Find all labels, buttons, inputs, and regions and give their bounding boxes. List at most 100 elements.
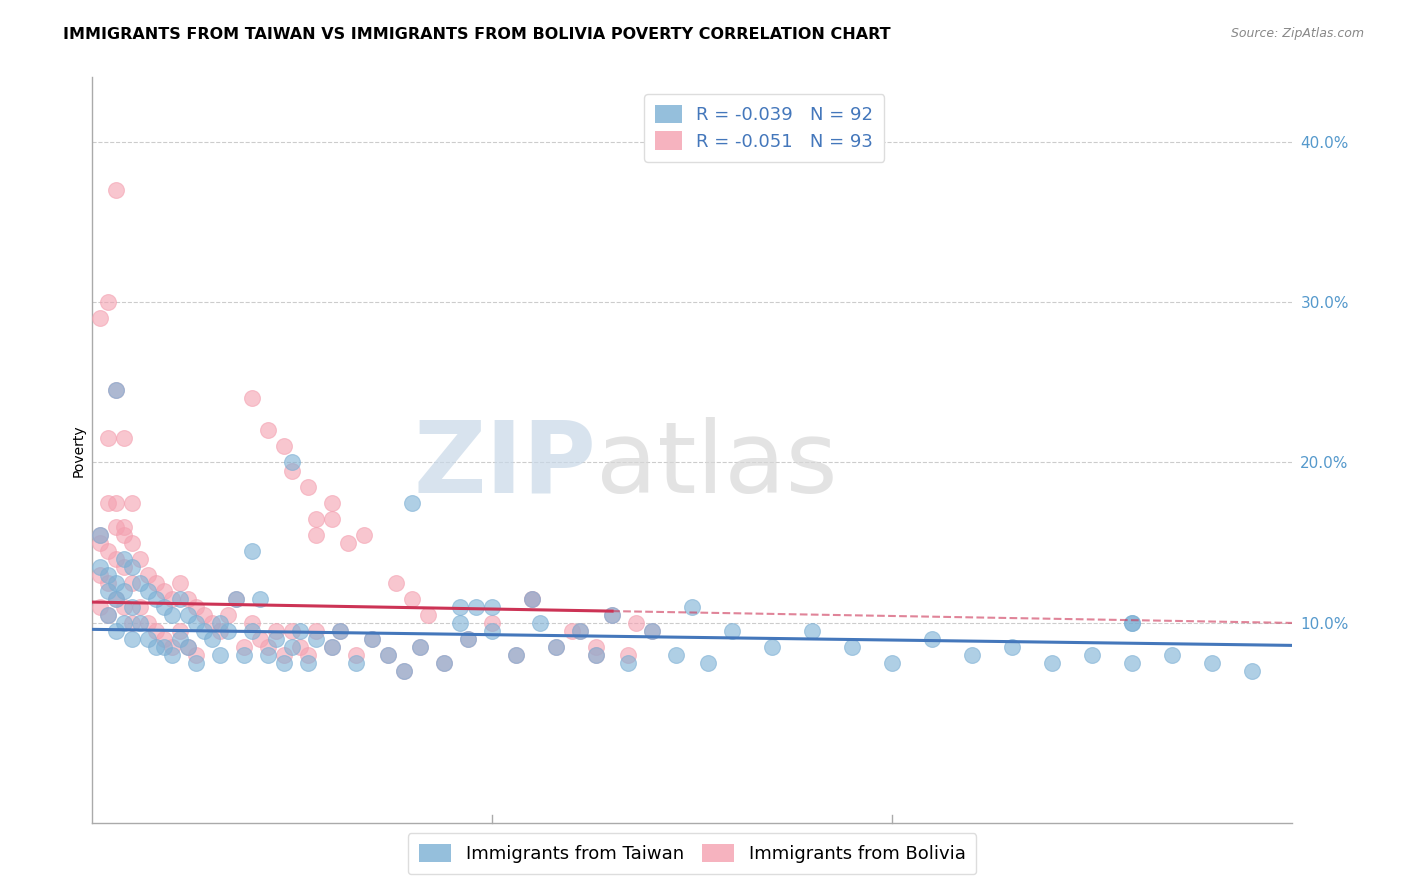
- Point: [186, 648, 208, 662]
- Point: [624, 615, 647, 630]
- Point: [449, 599, 471, 614]
- Point: [121, 495, 143, 509]
- Point: [240, 615, 263, 630]
- Point: [145, 591, 167, 606]
- Point: [1121, 615, 1143, 630]
- Point: [105, 591, 128, 606]
- Point: [186, 599, 208, 614]
- Text: IMMIGRANTS FROM TAIWAN VS IMMIGRANTS FROM BOLIVIA POVERTY CORRELATION CHART: IMMIGRANTS FROM TAIWAN VS IMMIGRANTS FRO…: [63, 27, 891, 42]
- Point: [281, 455, 304, 469]
- Point: [105, 624, 128, 638]
- Point: [377, 648, 399, 662]
- Point: [377, 648, 399, 662]
- Point: [281, 640, 304, 654]
- Point: [105, 551, 128, 566]
- Point: [97, 607, 120, 622]
- Point: [97, 432, 120, 446]
- Point: [160, 607, 183, 622]
- Point: [585, 640, 607, 654]
- Point: [520, 591, 543, 606]
- Point: [201, 615, 224, 630]
- Y-axis label: Poverty: Poverty: [72, 425, 86, 476]
- Point: [129, 575, 152, 590]
- Point: [112, 599, 135, 614]
- Point: [697, 656, 720, 670]
- Point: [305, 632, 328, 646]
- Point: [257, 648, 280, 662]
- Point: [193, 624, 215, 638]
- Point: [121, 599, 143, 614]
- Point: [449, 615, 471, 630]
- Point: [121, 535, 143, 549]
- Point: [136, 615, 159, 630]
- Point: [457, 632, 479, 646]
- Point: [97, 567, 120, 582]
- Point: [225, 591, 247, 606]
- Point: [721, 624, 744, 638]
- Point: [321, 640, 343, 654]
- Point: [353, 527, 375, 541]
- Point: [105, 384, 128, 398]
- Point: [561, 624, 583, 638]
- Point: [880, 656, 903, 670]
- Point: [297, 479, 319, 493]
- Point: [233, 640, 256, 654]
- Point: [305, 624, 328, 638]
- Point: [89, 559, 111, 574]
- Point: [89, 527, 111, 541]
- Point: [385, 575, 408, 590]
- Point: [201, 632, 224, 646]
- Point: [546, 640, 568, 654]
- Point: [401, 591, 423, 606]
- Point: [193, 607, 215, 622]
- Point: [361, 632, 384, 646]
- Point: [240, 543, 263, 558]
- Point: [217, 607, 239, 622]
- Point: [136, 583, 159, 598]
- Point: [153, 632, 176, 646]
- Point: [617, 656, 640, 670]
- Point: [97, 543, 120, 558]
- Point: [112, 527, 135, 541]
- Point: [1121, 656, 1143, 670]
- Point: [546, 640, 568, 654]
- Point: [264, 624, 287, 638]
- Point: [249, 591, 271, 606]
- Point: [112, 583, 135, 598]
- Point: [921, 632, 943, 646]
- Point: [160, 591, 183, 606]
- Point: [145, 640, 167, 654]
- Point: [344, 656, 367, 670]
- Point: [105, 384, 128, 398]
- Point: [97, 583, 120, 598]
- Point: [465, 599, 488, 614]
- Point: [321, 495, 343, 509]
- Point: [520, 591, 543, 606]
- Point: [209, 615, 232, 630]
- Point: [257, 424, 280, 438]
- Point: [105, 519, 128, 533]
- Point: [89, 599, 111, 614]
- Point: [520, 591, 543, 606]
- Point: [153, 583, 176, 598]
- Point: [1001, 640, 1024, 654]
- Point: [457, 632, 479, 646]
- Point: [337, 535, 360, 549]
- Point: [288, 624, 311, 638]
- Point: [112, 551, 135, 566]
- Point: [121, 559, 143, 574]
- Point: [97, 607, 120, 622]
- Point: [801, 624, 824, 638]
- Point: [297, 656, 319, 670]
- Point: [186, 615, 208, 630]
- Point: [1081, 648, 1104, 662]
- Point: [136, 567, 159, 582]
- Point: [392, 664, 415, 678]
- Point: [97, 575, 120, 590]
- Point: [257, 640, 280, 654]
- Point: [89, 311, 111, 326]
- Point: [264, 632, 287, 646]
- Point: [305, 527, 328, 541]
- Point: [329, 624, 352, 638]
- Point: [89, 527, 111, 541]
